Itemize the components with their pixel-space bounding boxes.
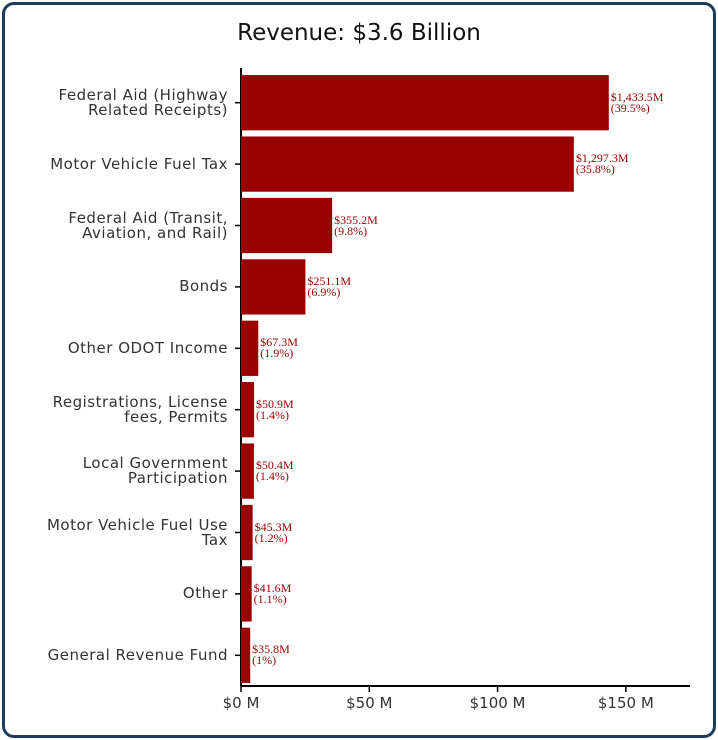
- x-tick-label: $50 M: [346, 694, 393, 712]
- y-tick-label: Federal Aid (Highway Related Receipts): [58, 85, 228, 119]
- bar: [241, 504, 253, 561]
- bar: [241, 566, 252, 622]
- value-label: $50.9M (1.4%): [256, 396, 294, 422]
- value-label: $50.4M (1.4%): [255, 458, 294, 484]
- value-label: $45.3M (1.2%): [254, 519, 293, 545]
- y-tick-label: Local Government Participation: [82, 454, 228, 488]
- y-tick-label: Other: [182, 584, 228, 603]
- y-tick-label: Other ODOT Income: [67, 338, 228, 357]
- bar: [241, 320, 259, 376]
- value-label: $355.2M (9.8%): [334, 212, 378, 238]
- bar: [241, 197, 333, 254]
- bar: [241, 443, 254, 499]
- value-label: $1,433.5M (39.5%): [610, 89, 664, 115]
- bar: [241, 136, 574, 192]
- y-tick-label: Federal Aid (Transit, Aviation, and Rail…: [68, 208, 228, 242]
- x-tick-label: $100 M: [469, 694, 526, 712]
- value-label: $1,297.3M (35.8%): [575, 151, 629, 177]
- y-tick-label: General Revenue Fund: [47, 645, 228, 664]
- bar: [241, 259, 306, 315]
- value-label: $35.8M (1%): [252, 642, 290, 668]
- y-tick-label: Registrations, License fees, Permits: [52, 392, 228, 426]
- value-label: $67.3M (1.9%): [260, 335, 298, 361]
- value-label: $251.1M (6.9%): [307, 273, 352, 299]
- bar: [241, 382, 255, 438]
- y-tick-label: Motor Vehicle Fuel Use Tax: [46, 515, 228, 549]
- y-tick-label: Bonds: [179, 277, 228, 296]
- bar: [241, 75, 609, 131]
- x-tick-label: $150 M: [597, 694, 654, 712]
- y-tick-label: Motor Vehicle Fuel Tax: [50, 154, 228, 173]
- bar: [241, 627, 251, 683]
- value-label: $41.6M (1.1%): [253, 580, 292, 606]
- chart-title: Revenue: $3.6 Billion: [237, 20, 481, 46]
- x-tick-label: $0 M: [222, 694, 260, 712]
